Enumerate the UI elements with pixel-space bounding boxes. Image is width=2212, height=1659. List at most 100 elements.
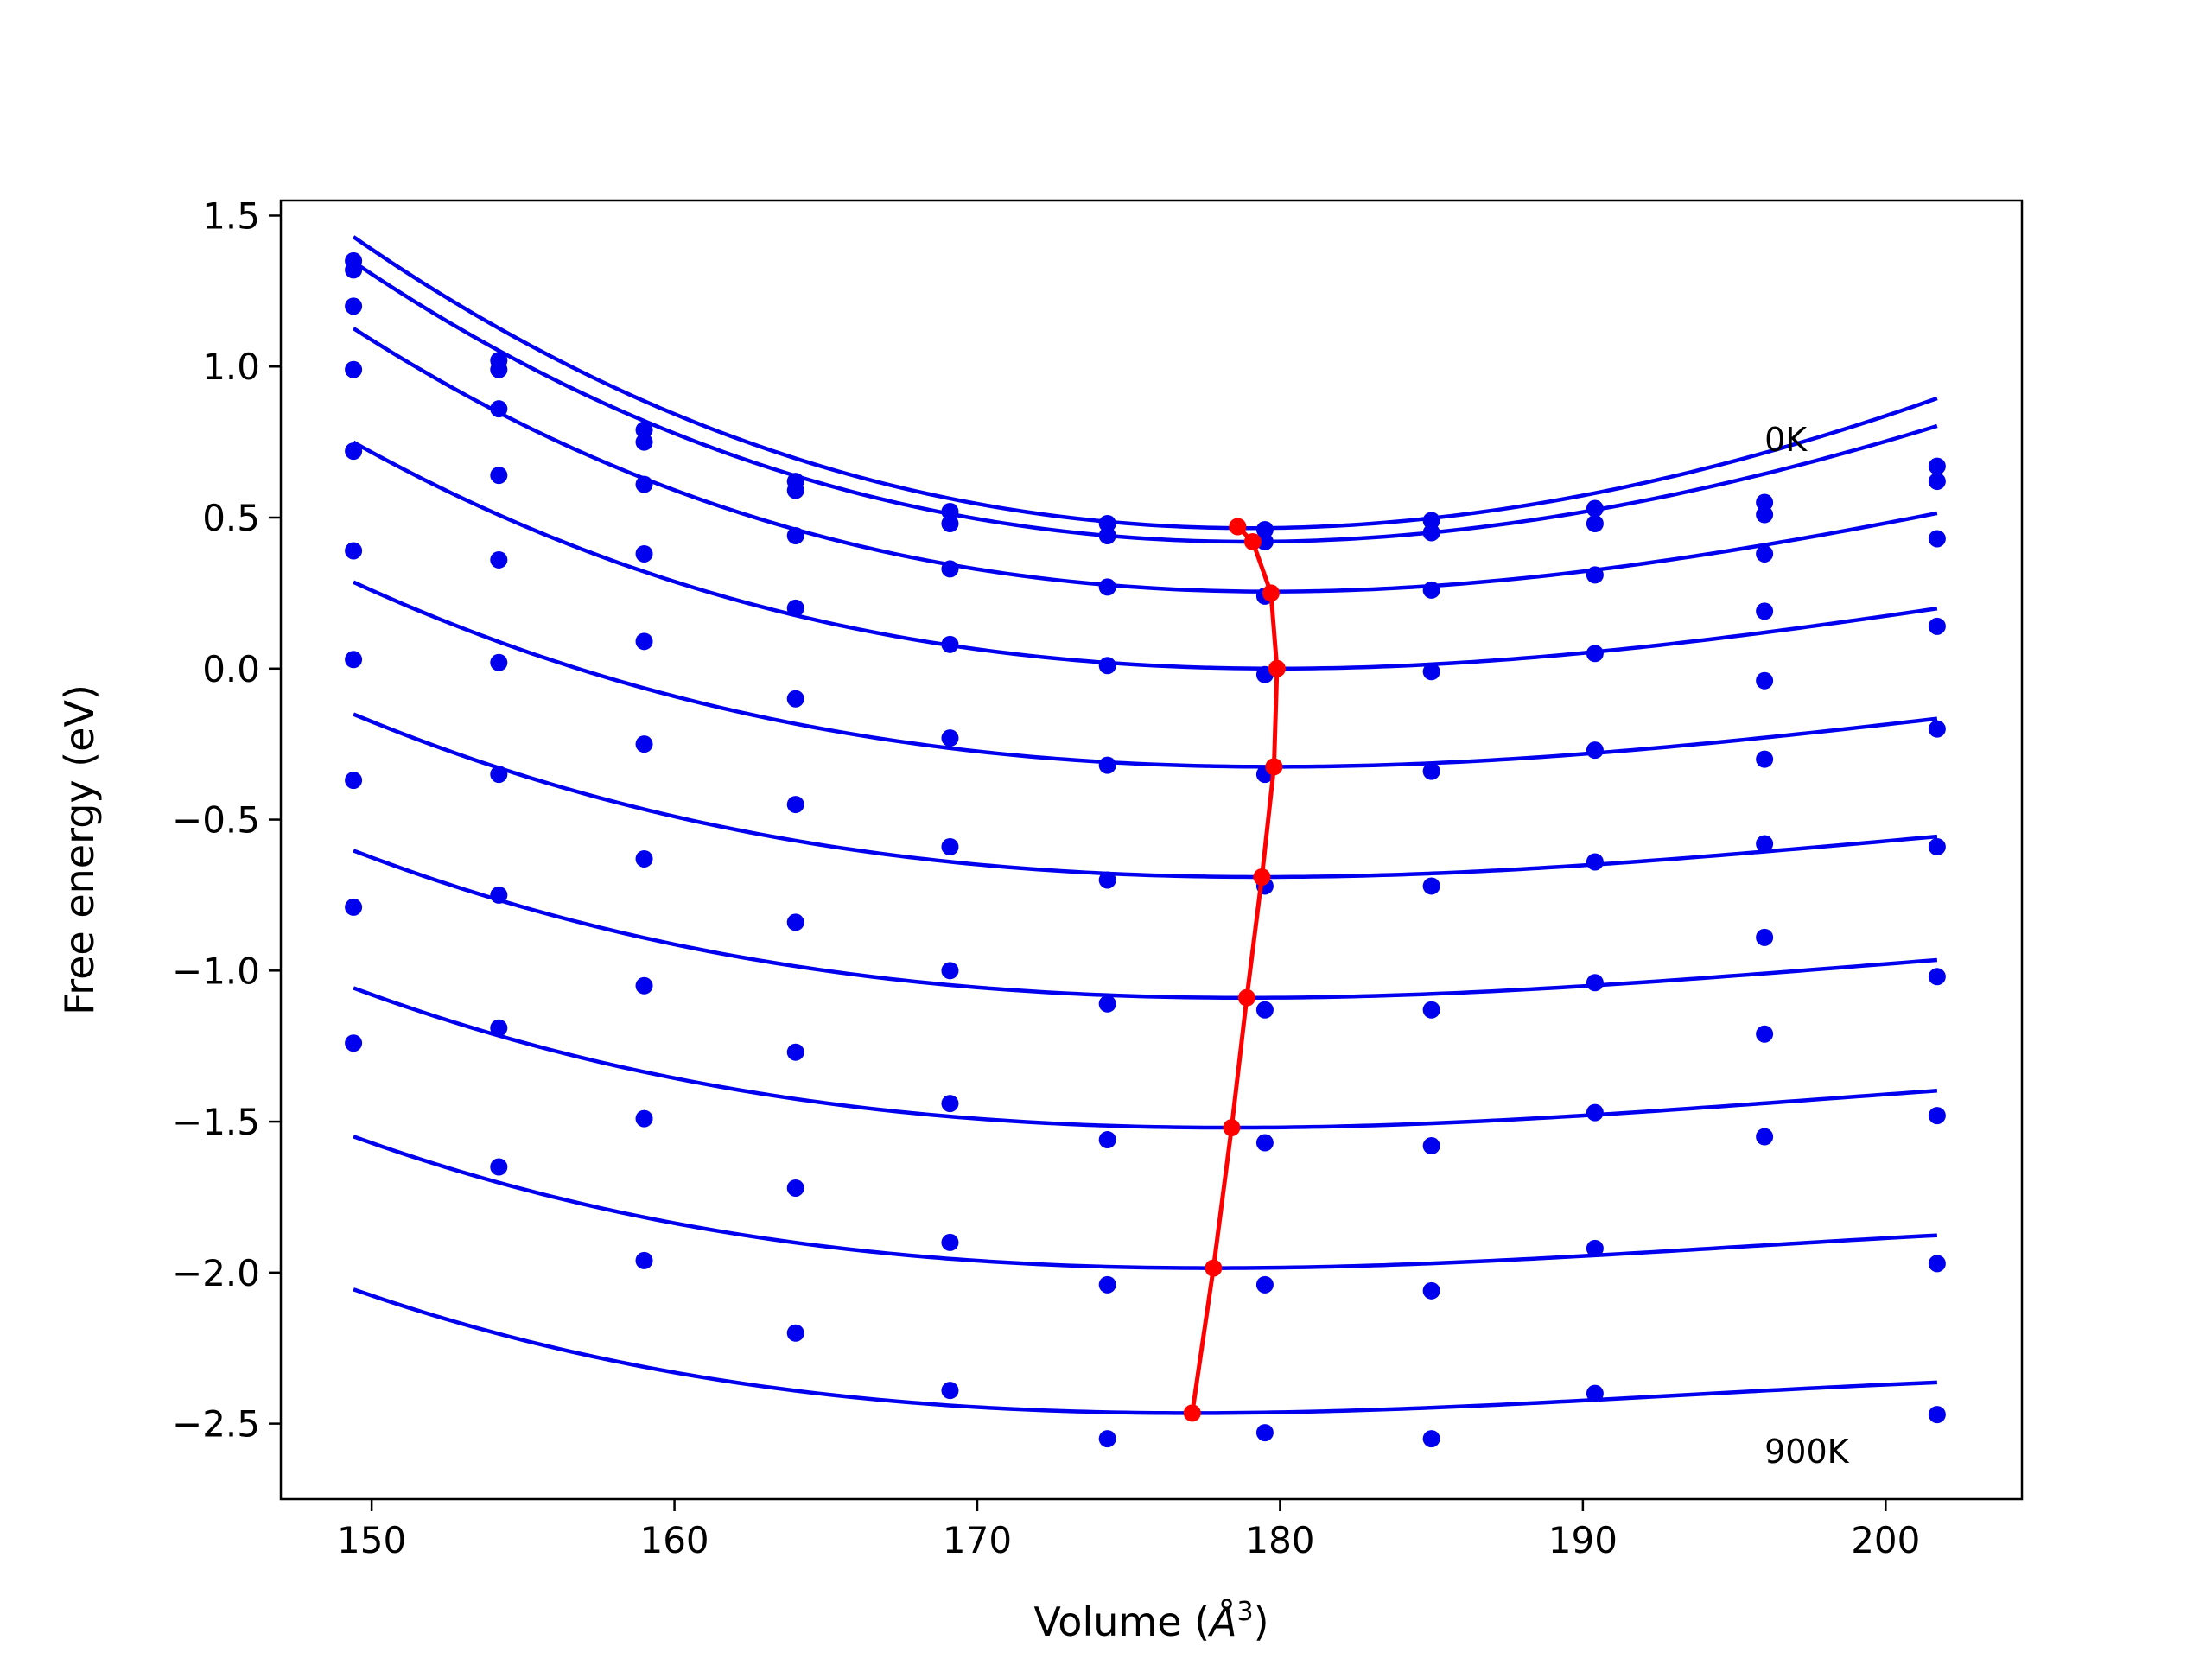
y-tick-label: −1.0 — [172, 950, 260, 992]
data-point — [490, 886, 508, 904]
data-point — [1098, 1275, 1116, 1294]
fit-curve-1 — [352, 260, 1938, 544]
data-point — [1255, 1134, 1274, 1152]
data-point — [941, 635, 959, 653]
data-point — [1928, 473, 1946, 491]
data-point — [941, 560, 959, 578]
plot-frame — [279, 199, 2024, 1501]
data-point — [1422, 524, 1440, 542]
data-point — [1422, 663, 1440, 681]
data-point — [1586, 499, 1604, 518]
data-point — [1098, 995, 1116, 1013]
data-point — [490, 766, 508, 784]
y-tick-label: 0.5 — [202, 497, 260, 539]
data-point — [1756, 1025, 1774, 1043]
x-axis-label-symbol: Å — [1207, 1599, 1236, 1645]
x-tick-label: 170 — [943, 1519, 1012, 1561]
y-tick-label: −2.5 — [172, 1403, 260, 1446]
data-point — [345, 1034, 363, 1052]
data-point — [1756, 544, 1774, 563]
x-axis-label-power: 3 — [1237, 1597, 1254, 1627]
minimum-point — [1243, 532, 1262, 550]
data-point — [345, 651, 363, 669]
data-point — [1586, 1239, 1604, 1257]
data-point — [1756, 493, 1774, 512]
fit-curve-2 — [352, 327, 1938, 594]
data-point — [635, 1109, 653, 1128]
data-point — [1098, 526, 1116, 544]
data-point — [1928, 968, 1946, 986]
data-point — [1422, 762, 1440, 780]
data-point — [1928, 838, 1946, 856]
data-point — [490, 1019, 508, 1037]
data-point — [786, 599, 804, 617]
fit-curve-6 — [353, 849, 1938, 1001]
minimum-point — [1205, 1259, 1223, 1277]
minimum-point — [1265, 758, 1283, 776]
fit-curve-3 — [353, 440, 1938, 671]
x-tick-label: 190 — [1548, 1519, 1618, 1561]
data-point — [941, 838, 959, 856]
data-point — [1422, 581, 1440, 599]
fit-curve-0 — [352, 235, 1938, 531]
x-axis-label-text: Volume ( — [1033, 1599, 1210, 1645]
data-point — [345, 442, 363, 461]
data-point — [490, 1158, 508, 1176]
data-point — [941, 962, 959, 980]
x-tick-label: 160 — [639, 1519, 709, 1561]
data-point — [786, 526, 804, 544]
data-point — [490, 400, 508, 418]
data-point — [490, 467, 508, 485]
data-point — [635, 544, 653, 563]
data-point — [1586, 566, 1604, 584]
data-points — [345, 251, 1946, 1448]
data-point — [1928, 617, 1946, 635]
fit-curve-4 — [353, 580, 1938, 769]
data-point — [1756, 835, 1774, 853]
data-point — [1098, 578, 1116, 596]
data-point — [1255, 1001, 1274, 1019]
data-point — [1756, 505, 1774, 524]
data-point — [345, 898, 363, 916]
data-point — [1586, 974, 1604, 992]
data-point — [1098, 657, 1116, 675]
data-point — [941, 729, 959, 747]
data-point — [1756, 1128, 1774, 1146]
minimum-point — [1223, 1119, 1241, 1137]
minimum-path-line — [1190, 524, 1280, 1414]
y-tick-label: −0.5 — [172, 799, 260, 842]
data-point — [1255, 520, 1274, 538]
annotation-0k: 0K — [1764, 421, 1808, 459]
data-point — [1928, 1255, 1946, 1273]
data-point — [1586, 741, 1604, 760]
data-point — [1586, 1103, 1604, 1122]
y-tick-label: 1.5 — [202, 194, 260, 237]
data-point — [490, 550, 508, 569]
data-point — [1928, 1406, 1946, 1424]
data-point — [786, 690, 804, 708]
data-point — [1928, 720, 1946, 738]
data-point — [1928, 530, 1946, 548]
fit-curve-5 — [353, 712, 1938, 880]
data-point — [635, 475, 653, 493]
fit-curve-9 — [353, 1287, 1937, 1415]
data-point — [1255, 1275, 1274, 1294]
data-point — [1255, 532, 1274, 550]
y-axis-label: Free energy (eV) — [56, 684, 103, 1015]
data-point — [1422, 1430, 1440, 1448]
data-point — [345, 542, 363, 560]
minimum-point — [1253, 868, 1271, 886]
minimum-point — [1262, 584, 1280, 602]
x-axis-ticks: 150 160 170 180 190 200 — [337, 1499, 1920, 1561]
data-point — [941, 515, 959, 533]
data-point — [941, 503, 959, 521]
y-tick-label: 1.0 — [202, 346, 260, 388]
y-tick-label: −1.5 — [172, 1101, 260, 1143]
annotation-900k: 900K — [1764, 1433, 1850, 1471]
data-point — [1422, 1137, 1440, 1155]
data-point — [1098, 1131, 1116, 1149]
fit-curve-7 — [353, 986, 1938, 1130]
data-point — [941, 1233, 959, 1251]
y-axis-ticks: 1.5 1.0 0.5 0.0 −0.5 −1.0 −1.5 −2.0 −2.5 — [172, 194, 281, 1446]
data-point — [1098, 1430, 1116, 1448]
